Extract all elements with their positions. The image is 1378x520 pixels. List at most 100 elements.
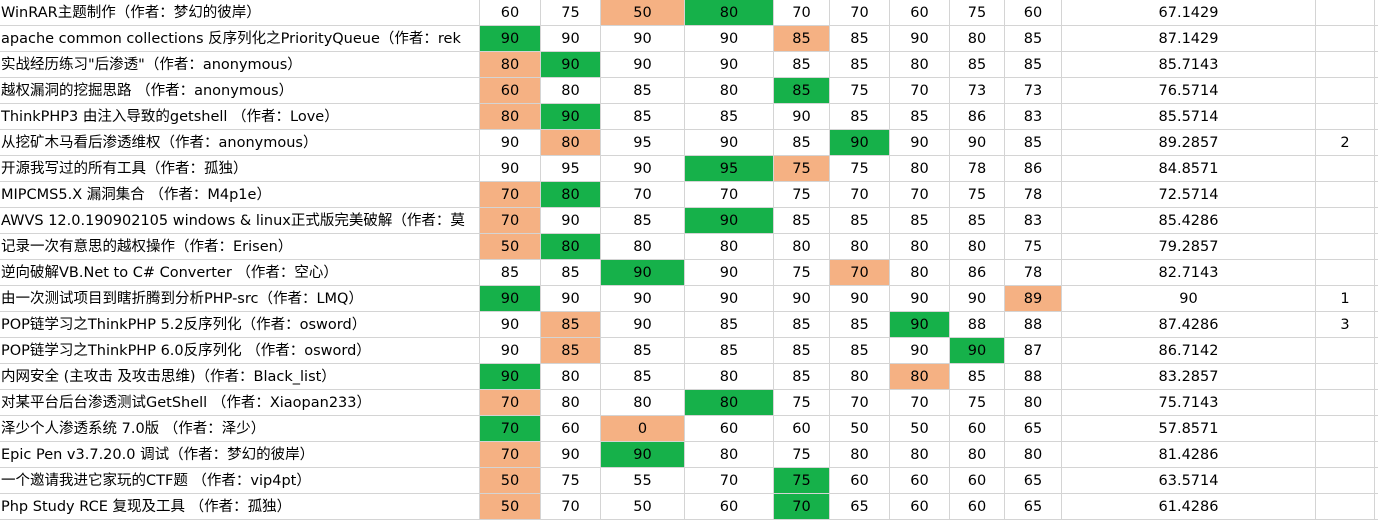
article-title-cell[interactable]: POP链学习之ThinkPHP 5.2反序列化（作者：osword）	[0, 312, 480, 338]
rank-cell[interactable]	[1316, 234, 1375, 260]
rank-cell[interactable]	[1316, 338, 1375, 364]
score-cell[interactable]: 60	[541, 416, 601, 442]
score-cell[interactable]: 70	[774, 494, 830, 520]
score-cell[interactable]: 85	[1005, 130, 1062, 156]
score-cell[interactable]: 80	[601, 234, 685, 260]
score-cell[interactable]: 90	[601, 26, 685, 52]
score-cell[interactable]: 90	[890, 338, 950, 364]
rank-cell[interactable]	[1316, 364, 1375, 390]
score-cell[interactable]: 85	[601, 104, 685, 130]
score-cell[interactable]: 70	[890, 390, 950, 416]
score-cell[interactable]: 90	[480, 338, 541, 364]
score-cell[interactable]: 90	[601, 156, 685, 182]
score-cell[interactable]: 60	[774, 416, 830, 442]
score-cell[interactable]: 85	[830, 312, 890, 338]
average-score-cell[interactable]: 85.5714	[1062, 104, 1316, 130]
score-cell[interactable]: 85	[774, 312, 830, 338]
score-cell[interactable]: 70	[480, 442, 541, 468]
score-cell[interactable]: 55	[601, 468, 685, 494]
score-cell[interactable]: 70	[830, 390, 890, 416]
score-cell[interactable]: 90	[890, 26, 950, 52]
rank-cell[interactable]	[1316, 26, 1375, 52]
score-cell[interactable]: 50	[480, 494, 541, 520]
score-cell[interactable]: 60	[480, 0, 541, 26]
score-cell[interactable]: 80	[890, 364, 950, 390]
score-cell[interactable]: 85	[830, 338, 890, 364]
average-score-cell[interactable]: 76.5714	[1062, 78, 1316, 104]
score-cell[interactable]: 90	[541, 104, 601, 130]
score-cell[interactable]: 90	[480, 286, 541, 312]
score-cell[interactable]: 78	[950, 156, 1005, 182]
score-cell[interactable]: 78	[1005, 260, 1062, 286]
rank-cell[interactable]: 3	[1316, 312, 1375, 338]
average-score-cell[interactable]: 87.1429	[1062, 26, 1316, 52]
score-cell[interactable]: 95	[541, 156, 601, 182]
average-score-cell[interactable]: 72.5714	[1062, 182, 1316, 208]
score-cell[interactable]: 85	[890, 208, 950, 234]
rank-cell[interactable]	[1316, 468, 1375, 494]
empty-cell[interactable]	[1375, 130, 1378, 156]
score-cell[interactable]: 80	[541, 130, 601, 156]
average-score-cell[interactable]: 81.4286	[1062, 442, 1316, 468]
score-cell[interactable]: 90	[541, 208, 601, 234]
score-cell[interactable]: 75	[774, 468, 830, 494]
score-cell[interactable]: 86	[1005, 156, 1062, 182]
rank-cell[interactable]	[1316, 260, 1375, 286]
score-cell[interactable]: 75	[541, 468, 601, 494]
score-cell[interactable]: 85	[774, 78, 830, 104]
score-cell[interactable]: 90	[830, 130, 890, 156]
score-cell[interactable]: 65	[1005, 468, 1062, 494]
article-title-cell[interactable]: ThinkPHP3 由注入导致的getshell （作者：Love）	[0, 104, 480, 130]
score-cell[interactable]: 80	[685, 78, 774, 104]
score-cell[interactable]: 75	[830, 78, 890, 104]
score-cell[interactable]: 80	[480, 52, 541, 78]
article-title-cell[interactable]: 越权漏洞的挖掘思路 （作者：anonymous）	[0, 78, 480, 104]
score-cell[interactable]: 80	[1005, 442, 1062, 468]
average-score-cell[interactable]: 61.4286	[1062, 494, 1316, 520]
rank-cell[interactable]	[1316, 182, 1375, 208]
score-cell[interactable]: 75	[830, 156, 890, 182]
rank-cell[interactable]	[1316, 442, 1375, 468]
score-cell[interactable]: 50	[601, 0, 685, 26]
average-score-cell[interactable]: 84.8571	[1062, 156, 1316, 182]
score-cell[interactable]: 85	[601, 364, 685, 390]
score-cell[interactable]: 70	[541, 494, 601, 520]
score-cell[interactable]: 90	[541, 442, 601, 468]
score-cell[interactable]: 75	[774, 182, 830, 208]
score-cell[interactable]: 90	[774, 104, 830, 130]
article-title-cell[interactable]: MIPCMS5.X 漏洞集合 （作者：M4p1e）	[0, 182, 480, 208]
average-score-cell[interactable]: 75.7143	[1062, 390, 1316, 416]
score-cell[interactable]: 85	[830, 208, 890, 234]
rank-cell[interactable]	[1316, 78, 1375, 104]
empty-cell[interactable]	[1375, 104, 1378, 130]
score-cell[interactable]: 50	[601, 494, 685, 520]
score-cell[interactable]: 0	[601, 416, 685, 442]
score-cell[interactable]: 90	[950, 286, 1005, 312]
score-cell[interactable]: 89	[1005, 286, 1062, 312]
score-cell[interactable]: 70	[480, 208, 541, 234]
score-cell[interactable]: 85	[830, 52, 890, 78]
score-cell[interactable]: 75	[950, 182, 1005, 208]
score-cell[interactable]: 80	[541, 364, 601, 390]
score-cell[interactable]: 85	[480, 260, 541, 286]
score-cell[interactable]: 80	[685, 0, 774, 26]
empty-cell[interactable]	[1375, 442, 1378, 468]
score-cell[interactable]: 80	[890, 260, 950, 286]
score-cell[interactable]: 90	[480, 364, 541, 390]
score-cell[interactable]: 85	[950, 364, 1005, 390]
rank-cell[interactable]: 1	[1316, 286, 1375, 312]
article-title-cell[interactable]: 记录一次有意思的越权操作（作者：Erisen）	[0, 234, 480, 260]
score-cell[interactable]: 85	[774, 130, 830, 156]
score-cell[interactable]: 70	[830, 0, 890, 26]
score-cell[interactable]: 85	[774, 52, 830, 78]
score-cell[interactable]: 70	[685, 468, 774, 494]
score-cell[interactable]: 80	[950, 26, 1005, 52]
score-cell[interactable]: 75	[541, 0, 601, 26]
score-cell[interactable]: 80	[830, 234, 890, 260]
score-cell[interactable]: 95	[601, 130, 685, 156]
rank-cell[interactable]	[1316, 494, 1375, 520]
score-cell[interactable]: 85	[830, 104, 890, 130]
score-cell[interactable]: 90	[685, 52, 774, 78]
article-title-cell[interactable]: 开源我写过的所有工具（作者：孤独）	[0, 156, 480, 182]
average-score-cell[interactable]: 87.4286	[1062, 312, 1316, 338]
